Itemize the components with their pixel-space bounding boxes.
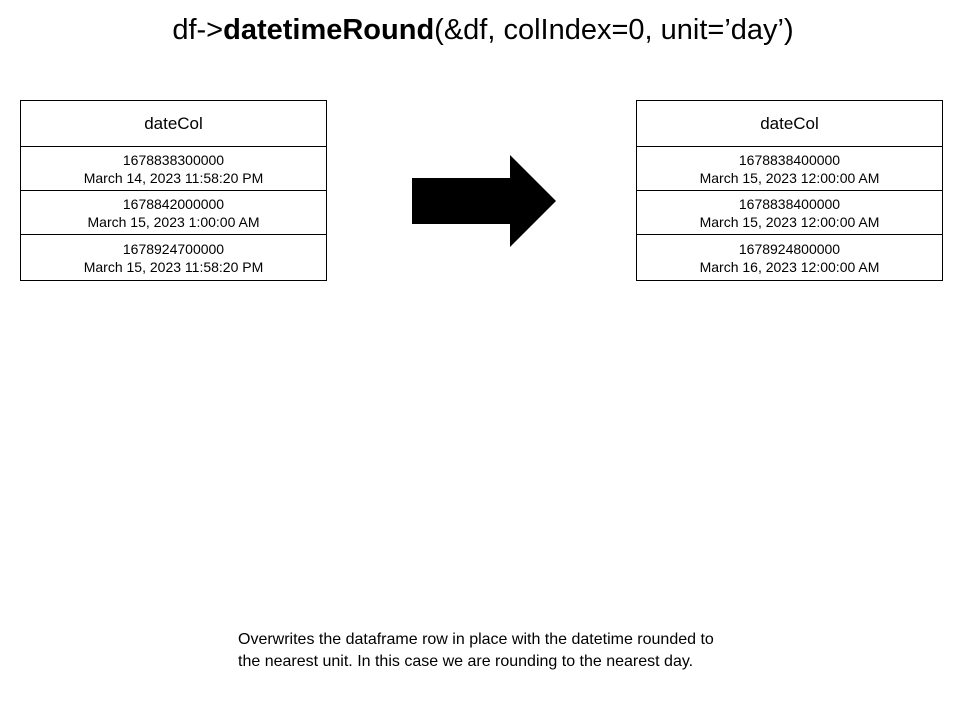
row-timestamp: 1678924700000 (122, 240, 225, 257)
row-datetime: March 14, 2023 11:58:20 PM (83, 169, 264, 186)
input-table-header: dateCol (21, 101, 326, 147)
row-timestamp: 1678838400000 (738, 151, 841, 168)
row-timestamp: 1678924800000 (738, 240, 841, 257)
table-row: 1678838400000 March 15, 2023 12:00:00 AM (637, 147, 942, 191)
row-datetime: March 15, 2023 12:00:00 AM (699, 213, 880, 230)
table-row: 1678842000000 March 15, 2023 1:00:00 AM (21, 191, 326, 235)
right-arrow-icon (412, 155, 556, 247)
row-datetime: March 15, 2023 1:00:00 AM (87, 213, 260, 230)
caption-line: Overwrites the dataframe row in place wi… (238, 631, 714, 648)
page-title: df->datetimeRound(&df, colIndex=0, unit=… (0, 10, 960, 50)
title-prefix: df-> (172, 14, 224, 46)
table-row: 1678924800000 March 16, 2023 12:00:00 AM (637, 235, 942, 280)
row-timestamp: 1678838400000 (738, 195, 841, 212)
caption: Overwrites the dataframe row in place wi… (238, 629, 838, 673)
arrow-shape (412, 155, 556, 247)
row-datetime: March 15, 2023 11:58:20 PM (83, 258, 264, 275)
title-args: (&df, colIndex=0, unit=’day’) (434, 14, 794, 46)
table-row: 1678838300000 March 14, 2023 11:58:20 PM (21, 147, 326, 191)
caption-line: the nearest unit. In this case we are ro… (238, 653, 694, 670)
row-timestamp: 1678838300000 (122, 151, 225, 168)
row-datetime: March 16, 2023 12:00:00 AM (699, 258, 880, 275)
title-method: datetimeRound (223, 14, 435, 46)
row-timestamp: 1678842000000 (122, 195, 225, 212)
output-table-header: dateCol (637, 101, 942, 147)
row-datetime: March 15, 2023 12:00:00 AM (699, 169, 880, 186)
output-table: dateCol 1678838400000 March 15, 2023 12:… (636, 100, 943, 281)
table-row: 1678838400000 March 15, 2023 12:00:00 AM (637, 191, 942, 235)
table-row: 1678924700000 March 15, 2023 11:58:20 PM (21, 235, 326, 280)
input-table: dateCol 1678838300000 March 14, 2023 11:… (20, 100, 327, 281)
